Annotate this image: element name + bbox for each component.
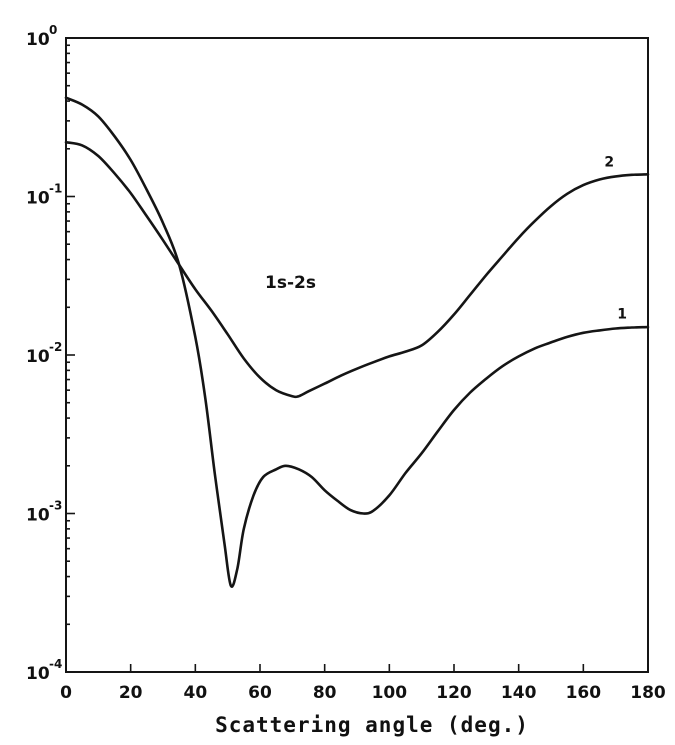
y-tick-label: 10 0: [26, 23, 57, 50]
plot-frame: [65, 37, 649, 673]
x-tick-label: 80: [313, 683, 337, 703]
svg-text:-2: -2: [49, 340, 62, 354]
x-axis-title: Scattering angle (deg.): [215, 713, 529, 737]
x-tick-labels: 0 20 40 60 80 100 120 140 160 180: [60, 683, 666, 703]
x-tick-label: 20: [119, 683, 143, 703]
x-tick-label: 160: [566, 683, 602, 703]
svg-text:10: 10: [26, 30, 50, 50]
x-tick-label: 180: [630, 683, 666, 703]
svg-text:10: 10: [26, 347, 50, 367]
svg-text:0: 0: [49, 23, 57, 37]
y-tick-label: 10 -1: [26, 182, 62, 209]
x-tick-label: 120: [436, 683, 472, 703]
y-tick-label: 10 -2: [26, 340, 62, 367]
axis-ticks: [65, 37, 649, 673]
x-tick-label: 60: [248, 683, 272, 703]
y-tick-label: 10 -4: [26, 657, 62, 684]
series-2-line: [64, 140, 650, 399]
svg-text:-3: -3: [49, 499, 62, 513]
series-2-label: 2: [604, 154, 614, 170]
svg-text:10: 10: [26, 189, 50, 209]
x-tick-label: 40: [183, 683, 207, 703]
curves: 12: [64, 96, 650, 588]
series-1-line: [64, 96, 650, 588]
annotation-1s-2s: 1s-2s: [265, 273, 316, 293]
x-tick-label: 0: [60, 683, 72, 703]
svg-text:-4: -4: [49, 657, 62, 671]
svg-text:-1: -1: [49, 182, 62, 196]
y-tick-label: 10 -3: [26, 499, 62, 526]
x-tick-label: 100: [372, 683, 408, 703]
series-1-label: 1: [617, 306, 627, 322]
svg-text:10: 10: [26, 664, 50, 684]
svg-text:10: 10: [26, 506, 50, 526]
x-tick-label: 140: [501, 683, 537, 703]
